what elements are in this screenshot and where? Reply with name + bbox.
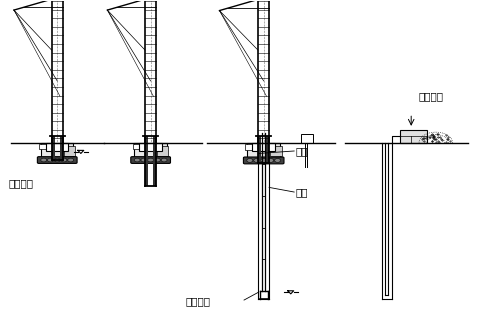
FancyBboxPatch shape <box>244 157 284 164</box>
Bar <box>41 143 73 157</box>
Bar <box>153 136 156 186</box>
Text: 设计深度: 设计深度 <box>185 297 210 307</box>
Bar <box>135 143 167 157</box>
Bar <box>60 136 63 160</box>
Text: 除砂设备: 除砂设备 <box>419 91 444 101</box>
FancyBboxPatch shape <box>37 157 77 163</box>
Bar <box>400 130 427 143</box>
Circle shape <box>268 158 274 162</box>
Text: 护筒: 护筒 <box>296 146 308 156</box>
Circle shape <box>275 158 281 162</box>
Bar <box>46 143 69 151</box>
Bar <box>266 136 269 163</box>
FancyBboxPatch shape <box>131 157 171 163</box>
Circle shape <box>154 158 160 162</box>
Bar <box>39 144 50 149</box>
Bar <box>301 134 314 143</box>
Bar <box>258 136 261 163</box>
Bar <box>145 136 148 186</box>
Circle shape <box>68 158 73 162</box>
Bar <box>157 146 168 156</box>
Bar <box>247 143 281 158</box>
Text: 护筒底端: 护筒底端 <box>8 178 33 188</box>
Circle shape <box>247 158 253 162</box>
Circle shape <box>41 158 47 162</box>
Bar <box>133 144 143 149</box>
Circle shape <box>161 158 167 162</box>
Circle shape <box>134 158 140 162</box>
Circle shape <box>47 158 53 162</box>
Bar <box>271 146 282 156</box>
Circle shape <box>254 158 260 162</box>
Circle shape <box>261 158 267 162</box>
Bar <box>64 146 74 156</box>
Circle shape <box>61 158 67 162</box>
Bar <box>252 143 275 151</box>
Circle shape <box>141 158 147 162</box>
Bar <box>140 143 162 151</box>
Text: 泥浆: 泥浆 <box>296 187 308 197</box>
Circle shape <box>54 158 60 162</box>
Bar <box>246 144 256 150</box>
Circle shape <box>148 158 154 162</box>
Bar <box>52 136 55 160</box>
